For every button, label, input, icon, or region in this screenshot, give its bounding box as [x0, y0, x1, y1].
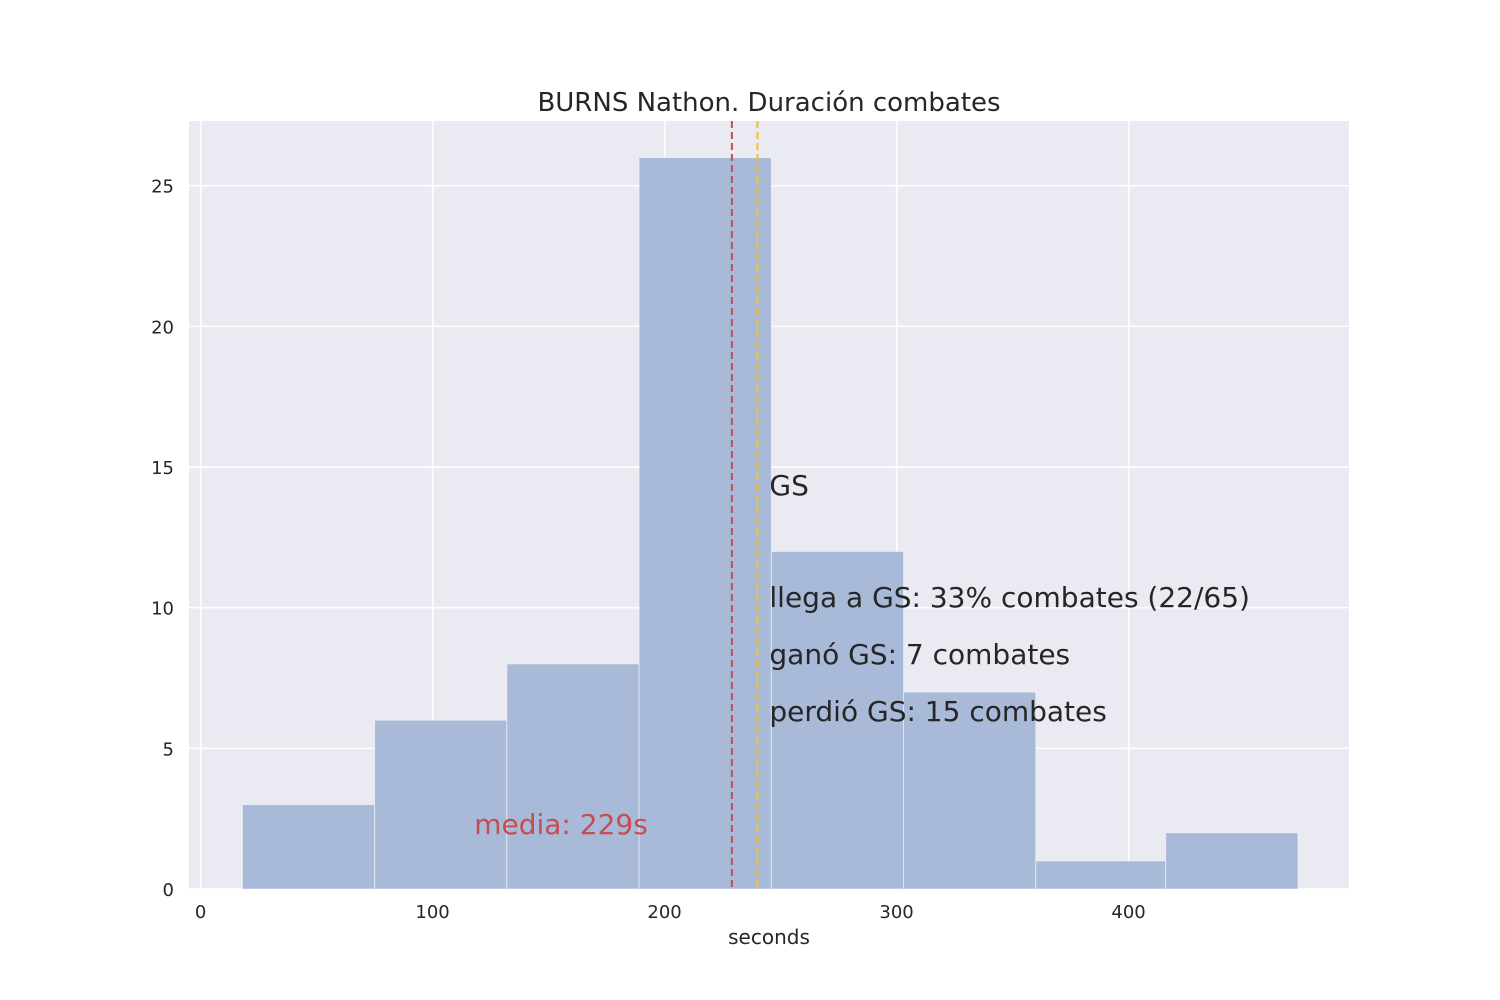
x-tick-label: 0 — [195, 902, 206, 923]
histogram-bar — [1165, 832, 1299, 890]
histogram-bar — [903, 691, 1037, 890]
x-tick-label: 300 — [879, 902, 913, 923]
chart-title: BURNS Nathon. Duración combates — [537, 88, 1000, 118]
reference-lines — [730, 121, 759, 889]
histogram-bar — [241, 804, 376, 890]
annotation-reaches-gs: llega a GS: 33% combates (22/65) — [769, 581, 1250, 614]
y-tick-label: 20 — [151, 317, 174, 338]
mean-label: media: 229s — [474, 808, 648, 841]
x-axis-label: seconds — [728, 925, 810, 949]
x-tick-label: 200 — [647, 902, 681, 923]
y-tick-label: 10 — [151, 599, 174, 620]
x-tick-label: 100 — [415, 902, 449, 923]
bars — [241, 157, 1299, 890]
y-tick-label: 15 — [151, 458, 174, 479]
histogram-bar — [1035, 860, 1167, 890]
x-tick-label: 400 — [1111, 902, 1145, 923]
y-tick-label: 5 — [163, 739, 174, 760]
annotation-won-gs: ganó GS: 7 combates — [769, 638, 1070, 671]
tick-labels: 0 100 200 300 400 0 5 10 15 20 25 — [151, 177, 1146, 923]
histogram-bar — [770, 550, 905, 890]
annotation-lost-gs: perdió GS: 15 combates — [769, 695, 1106, 728]
y-tick-label: 0 — [163, 880, 174, 901]
gs-line-label: GS — [769, 469, 808, 502]
histogram-bar — [506, 663, 640, 890]
y-tick-label: 25 — [151, 177, 174, 198]
histogram-bar — [374, 719, 508, 890]
histogram-bar — [638, 157, 772, 890]
